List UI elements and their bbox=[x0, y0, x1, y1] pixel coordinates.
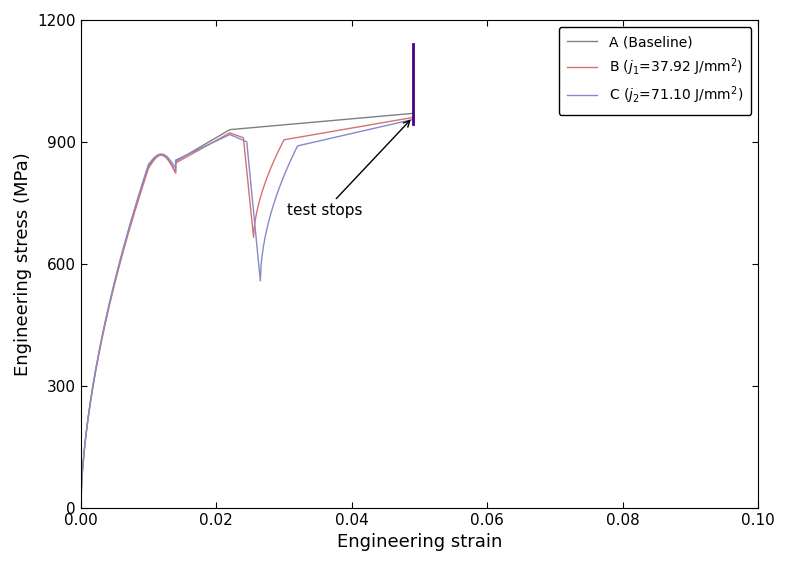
B ($\it{j}_{1}$=37.92 J/mm$^{2}$) bbox=[230, 131, 239, 138]
A (Baseline) bbox=[257, 123, 267, 130]
Line: A (Baseline): A (Baseline) bbox=[80, 114, 413, 508]
Line: C ($\it{j}_{2}$=71.10 J/mm$^{2}$): C ($\it{j}_{2}$=71.10 J/mm$^{2}$) bbox=[80, 119, 413, 508]
B ($\it{j}_{1}$=37.92 J/mm$^{2}$) bbox=[317, 130, 327, 137]
Line: B ($\it{j}_{1}$=37.92 J/mm$^{2}$): B ($\it{j}_{1}$=37.92 J/mm$^{2}$) bbox=[80, 118, 413, 508]
A (Baseline) bbox=[408, 110, 417, 117]
A (Baseline) bbox=[84, 411, 93, 418]
B ($\it{j}_{1}$=37.92 J/mm$^{2}$) bbox=[85, 401, 95, 407]
A (Baseline) bbox=[393, 111, 402, 118]
Text: test stops: test stops bbox=[287, 120, 409, 219]
B ($\it{j}_{1}$=37.92 J/mm$^{2}$) bbox=[76, 505, 85, 511]
C ($\it{j}_{2}$=71.10 J/mm$^{2}$) bbox=[370, 125, 380, 132]
B ($\it{j}_{1}$=37.92 J/mm$^{2}$) bbox=[132, 202, 141, 209]
C ($\it{j}_{2}$=71.10 J/mm$^{2}$) bbox=[76, 505, 85, 511]
B ($\it{j}_{1}$=37.92 J/mm$^{2}$) bbox=[352, 124, 361, 131]
A (Baseline) bbox=[99, 329, 108, 336]
C ($\it{j}_{2}$=71.10 J/mm$^{2}$) bbox=[154, 151, 163, 158]
B ($\it{j}_{1}$=37.92 J/mm$^{2}$) bbox=[408, 114, 417, 121]
C ($\it{j}_{2}$=71.10 J/mm$^{2}$) bbox=[375, 124, 384, 131]
A (Baseline) bbox=[76, 505, 85, 511]
C ($\it{j}_{2}$=71.10 J/mm$^{2}$) bbox=[256, 262, 266, 268]
Y-axis label: Engineering stress (MPa): Engineering stress (MPa) bbox=[14, 152, 32, 376]
X-axis label: Engineering strain: Engineering strain bbox=[337, 533, 503, 551]
B ($\it{j}_{1}$=37.92 J/mm$^{2}$) bbox=[219, 133, 229, 140]
C ($\it{j}_{2}$=71.10 J/mm$^{2}$) bbox=[95, 341, 105, 347]
A (Baseline) bbox=[357, 115, 367, 121]
Legend: A (Baseline), B ($\it{j}_{1}$=37.92 J/mm$^{2}$), C ($\it{j}_{2}$=71.10 J/mm$^{2}: A (Baseline), B ($\it{j}_{1}$=37.92 J/mm… bbox=[559, 27, 751, 115]
C ($\it{j}_{2}$=71.10 J/mm$^{2}$) bbox=[121, 237, 130, 244]
C ($\it{j}_{2}$=71.10 J/mm$^{2}$) bbox=[408, 116, 417, 123]
A (Baseline) bbox=[108, 288, 118, 294]
